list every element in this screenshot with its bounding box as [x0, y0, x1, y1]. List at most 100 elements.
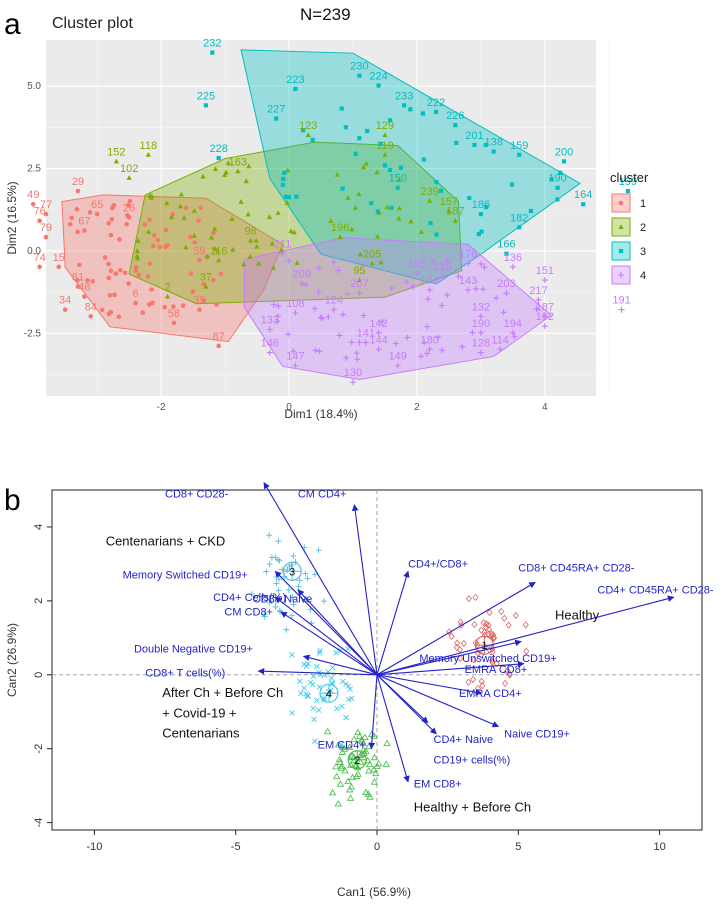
point-199 [625, 188, 631, 194]
point-label: 187 [536, 301, 554, 313]
point-cluster-2 [345, 195, 351, 200]
point-cluster-2 [291, 229, 297, 235]
point-group-2 [336, 758, 344, 765]
point-cluster-1 [127, 198, 133, 204]
point-group-1 [498, 607, 505, 616]
point-cluster-3 [434, 180, 439, 185]
vector-arrow [376, 570, 410, 675]
point-label: 217 [529, 285, 547, 297]
point-group-2 [347, 783, 356, 790]
point-cluster-4 [311, 305, 318, 312]
point-group-1 [490, 633, 497, 642]
point-label: 37 [200, 272, 212, 284]
vector-label: Memory Unswitched CD19+ [419, 653, 556, 665]
point-cluster-2 [135, 255, 141, 261]
point-cluster-2 [245, 211, 251, 217]
point-cluster-1 [162, 304, 167, 310]
point-label: 84 [85, 301, 97, 313]
point-group-4 [328, 675, 335, 681]
point-182 [517, 225, 522, 230]
vector-label: Memory Switched CD19+ [123, 570, 248, 582]
point-cluster-3 [420, 111, 426, 116]
point-label: 227 [267, 104, 285, 116]
point-cluster-2 [378, 259, 384, 265]
point-cluster-4 [469, 329, 476, 336]
plot-background [46, 40, 596, 396]
x-tick-label: -5 [231, 841, 241, 853]
point-cluster-3 [281, 176, 286, 182]
point-186 [478, 212, 483, 217]
point-cluster-1 [75, 229, 80, 235]
point-group-1 [501, 614, 508, 623]
point-cluster-2 [177, 203, 184, 209]
point-label: 125 [408, 258, 426, 270]
point-142 [375, 329, 382, 336]
point-label: 143 [459, 275, 477, 287]
point-label: 142 [369, 318, 387, 330]
point-group-2 [359, 746, 368, 753]
point-cluster-1 [74, 277, 80, 283]
point-group-2 [370, 765, 378, 773]
point-group-1 [490, 631, 497, 639]
point-76 [37, 218, 42, 224]
point-cluster-2 [246, 163, 252, 169]
point-cluster-2 [241, 261, 247, 267]
point-cluster-2 [352, 205, 358, 210]
point-cluster-4 [443, 257, 450, 264]
point-114 [497, 346, 504, 353]
point-cluster-4 [403, 279, 410, 286]
point-228 [216, 155, 221, 161]
point-group-3 [261, 611, 268, 618]
axis-ticks: -10 -5 0 5 10 -4 -2 0 2 4 [33, 524, 666, 853]
point-label: 203 [497, 278, 515, 290]
point-group-2 [383, 739, 391, 747]
vector-arrow [263, 482, 378, 676]
point-label: 159 [510, 140, 528, 152]
point-label: 232 [203, 38, 221, 50]
point-cluster-2 [212, 245, 218, 251]
point-217 [535, 296, 542, 303]
point-group-4 [313, 697, 320, 704]
point-cluster-4 [459, 343, 466, 350]
point-label: 35 [193, 295, 205, 307]
point-label: 118 [140, 140, 158, 152]
point-label: 226 [446, 110, 464, 122]
point-cluster-4 [356, 339, 363, 346]
point-group-2 [372, 769, 380, 777]
point-cluster-4 [336, 332, 343, 339]
cluster-plot-title: Cluster plot [52, 15, 133, 32]
point-group-2 [338, 762, 346, 769]
point-187 [541, 313, 548, 320]
point-cluster-1 [140, 310, 146, 315]
point-group-2 [338, 748, 347, 755]
point-cluster-4 [500, 309, 507, 316]
point-cluster-3 [339, 106, 344, 111]
point-37 [203, 283, 209, 289]
point-cluster-4 [316, 348, 323, 355]
point-2 [164, 293, 171, 299]
point-group-3 [272, 554, 279, 561]
x-axis-label: Can1 (56.9%) [337, 885, 411, 899]
point-label: 152 [107, 146, 125, 158]
point-cluster-1 [149, 287, 154, 292]
point-cluster-2 [396, 205, 403, 211]
point-group-4 [349, 695, 355, 702]
point-group-3 [302, 570, 309, 577]
point-group-1 [470, 656, 478, 664]
vector-label: CM CD8+ [224, 607, 273, 619]
point-cluster-2 [212, 166, 219, 172]
structure-vectors: CD8+ CD28- CM CD4+ Memory Switched CD19+ CD… [123, 482, 714, 791]
point-cluster-1 [214, 302, 219, 307]
point-label: 74 [33, 252, 45, 264]
point-group-3 [289, 594, 296, 601]
point-129 [382, 132, 388, 137]
point-59 [197, 257, 202, 263]
point-label: 59 [193, 245, 205, 257]
point-group-2 [333, 772, 341, 780]
point-232 [210, 50, 215, 55]
point-group-1 [493, 659, 500, 668]
point-group-3 [276, 607, 283, 614]
point-group-2 [354, 728, 362, 736]
group-annotation: + Covid-19 + [162, 705, 236, 720]
point-cluster-3 [421, 157, 426, 162]
